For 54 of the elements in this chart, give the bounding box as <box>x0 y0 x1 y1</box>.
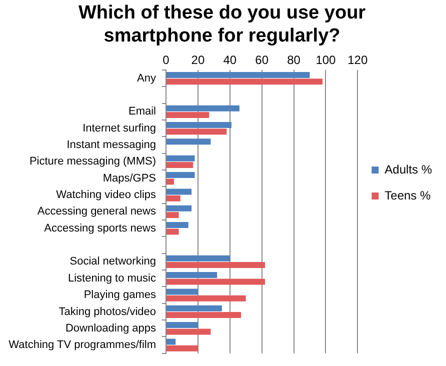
bar <box>166 112 210 118</box>
bar <box>166 262 266 268</box>
y-tick-label: Picture messaging (MMS) <box>29 156 156 168</box>
x-tick-label: 100 <box>316 53 336 68</box>
bar <box>166 195 180 202</box>
y-tick-label: Maps/GPS <box>102 172 156 184</box>
y-tick-label: Social networking <box>70 256 156 268</box>
y-tick-label: Watching video clips <box>56 189 156 202</box>
bar <box>166 128 227 135</box>
bar <box>166 228 179 235</box>
bar <box>166 312 242 318</box>
bar <box>166 338 176 345</box>
bar <box>166 255 230 262</box>
bar <box>166 178 174 185</box>
bar <box>166 205 192 212</box>
bar <box>166 155 195 162</box>
bar <box>166 322 198 328</box>
x-tick-label: 80 <box>287 53 301 68</box>
x-tick-label: 40 <box>223 53 237 68</box>
bar <box>166 288 198 295</box>
bar <box>166 328 211 335</box>
y-tick-label: Playing games <box>84 289 156 302</box>
y-tick-label: Accessing general news <box>37 206 156 218</box>
x-tick-label: 120 <box>348 53 368 68</box>
bar <box>166 222 188 228</box>
chart-title: Which of these do you use your smartphone for regularly? <box>78 2 366 46</box>
bar <box>166 188 192 195</box>
bar <box>166 162 194 168</box>
bar <box>166 272 218 278</box>
y-tick-label: Taking photos/video <box>58 306 156 318</box>
y-tick-label: Any <box>137 72 156 84</box>
bar <box>166 295 246 302</box>
bar <box>166 278 266 285</box>
y-tick-label: Accessing sports news <box>44 222 156 234</box>
y-tick-label: Watching TV programmes/film <box>8 339 156 352</box>
bar <box>166 122 232 128</box>
legend-label: Teens % <box>384 188 431 202</box>
bar <box>166 212 179 218</box>
y-tick-label: Internet surfing <box>82 122 156 134</box>
y-tick-label: Instant messaging <box>66 139 156 152</box>
bar <box>166 138 211 145</box>
y-tick-label: Listening to music <box>68 272 156 284</box>
x-tick-label: 20 <box>191 53 205 68</box>
bar <box>166 72 310 78</box>
bar <box>166 305 222 312</box>
bar <box>166 78 323 85</box>
legend-label: Adults % <box>384 162 432 176</box>
x-tick-label: 0 <box>162 53 170 68</box>
bar <box>166 172 195 178</box>
y-tick-label: Downloading apps <box>65 322 156 334</box>
x-tick-label: 60 <box>255 53 269 68</box>
bar <box>166 105 240 112</box>
bar <box>166 345 198 352</box>
y-tick-label: Email <box>128 106 156 118</box>
